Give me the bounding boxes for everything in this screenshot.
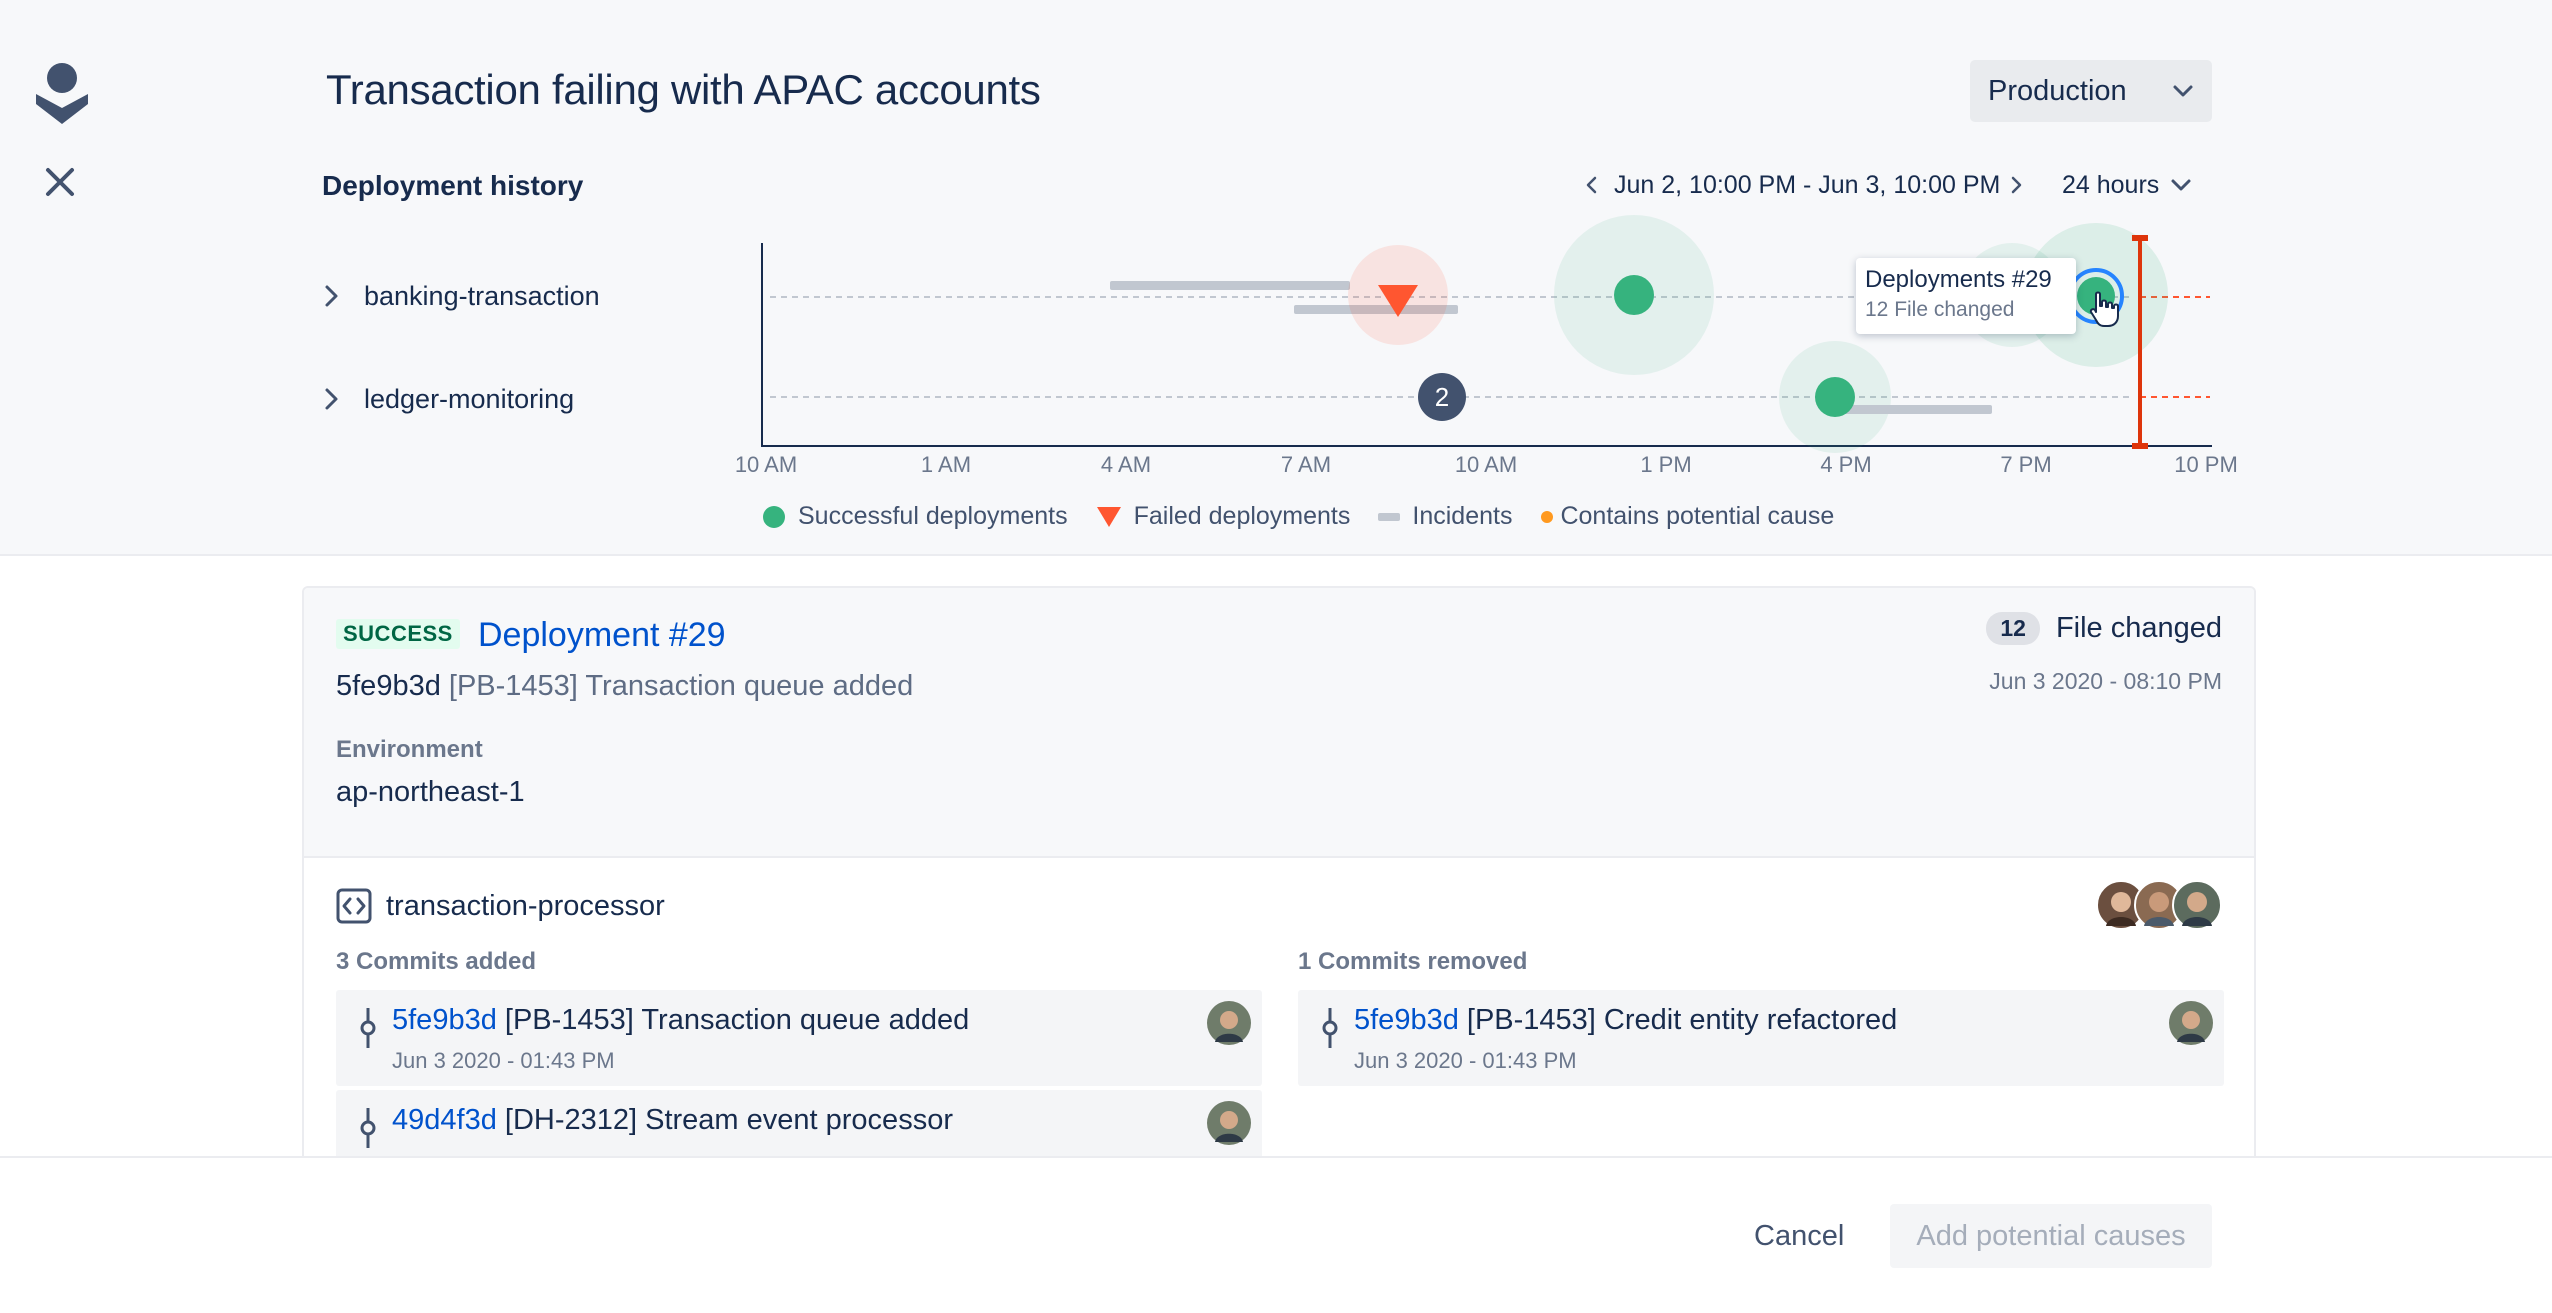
commit-item[interactable]: 5fe9b3d [PB-1453] Transaction queue adde… (336, 990, 1262, 1086)
dialog-footer: Cancel Add potential causes (0, 1156, 2552, 1313)
deployment-date: Jun 3 2020 - 08:10 PM (1989, 668, 2222, 694)
current-time-cap (2132, 235, 2148, 241)
status-badge: SUCCESS (336, 619, 460, 649)
environment-select-value: Production (1988, 74, 2127, 107)
chevron-right-icon (325, 285, 338, 307)
grouped-deployments-count[interactable]: 2 (1434, 382, 1450, 412)
deployment-summary: SUCCESS Deployment #29 5fe9b3d [PB-1453]… (304, 588, 2254, 858)
x-axis-tick-label: 10 AM (734, 452, 798, 477)
x-axis-tick-label: 10 AM (1454, 452, 1518, 477)
legend-item-incidents: Incidents (1378, 502, 1512, 531)
deployment-tooltip: Deployments #29 12 File changed (1856, 258, 2076, 334)
chevron-down-icon (2171, 179, 2191, 191)
commit-message: [PB-1453] Transaction queue added (448, 670, 914, 702)
period-select[interactable]: 24 hours (2062, 168, 2193, 202)
commit-date: Jun 3 2020 - 01:43 PM (1354, 1048, 1577, 1073)
service-row-label: ledger-monitoring (364, 383, 575, 414)
commits-added-title: 3 Commits added (336, 948, 537, 975)
section-title: Deployment history (322, 170, 584, 201)
commit-icon (1322, 1008, 1338, 1048)
service-row-label: banking-transaction (364, 280, 600, 311)
success-dot-icon (763, 505, 785, 528)
incident-bar (1294, 305, 1458, 314)
avatar[interactable] (2168, 1000, 2214, 1046)
add-potential-causes-button[interactable]: Add potential causes (1890, 1204, 2212, 1268)
x-axis-tick-label: 4 PM (1820, 452, 1872, 477)
commit-item[interactable]: 5fe9b3d [PB-1453] Credit entity refactor… (1298, 990, 2224, 1086)
commit-message: [DH-2312] Stream event processor (504, 1104, 953, 1136)
commit-hash-link[interactable]: 49d4f3d (392, 1104, 497, 1136)
commit-hash-link[interactable]: 5fe9b3d (392, 1004, 497, 1036)
x-axis-tick-label: 4 AM (1100, 452, 1152, 477)
files-changed-label: File changed (2055, 612, 2222, 644)
legend-item-failed: Failed deployments (1096, 502, 1351, 531)
commit-icon (360, 1008, 376, 1048)
legend-item-success: Successful deployments (762, 502, 1068, 531)
cancel-button[interactable]: Cancel (1754, 1220, 1845, 1252)
commit-date: Jun 3 2020 - 01:43 PM (392, 1048, 615, 1073)
deployment-title-link[interactable]: Deployment #29 (478, 616, 726, 654)
commit-icon (360, 1108, 376, 1148)
service-row-banking-transaction[interactable]: banking-transaction (322, 276, 600, 316)
commits-removed-title: 1 Commits removed (1298, 948, 1528, 975)
x-axis-tick-label: 7 PM (2000, 452, 2052, 477)
app-logo-icon (36, 63, 88, 124)
incident-bar-icon (1378, 512, 1401, 521)
environment-label: Environment (336, 736, 483, 763)
grouped-deployments-badge (1418, 373, 1466, 421)
commit-summary: 5fe9b3d [PB-1453] Transaction queue adde… (392, 1004, 969, 1037)
commit-hash-link[interactable]: 5fe9b3d (1354, 1004, 1459, 1036)
commit-message: [PB-1453] Credit entity refactored (1466, 1004, 1898, 1036)
x-axis-tick-label: 1 AM (920, 452, 972, 477)
date-range-navigator: Jun 2, 10:00 PM - Jun 3, 10:00 PM (1580, 168, 2028, 202)
close-icon[interactable] (40, 162, 80, 202)
failed-deployment-marker (1378, 285, 1418, 317)
hand-cursor-icon (2089, 291, 2119, 327)
avatar[interactable] (2096, 880, 2146, 930)
commit-summary: 5fe9b3d [PB-1453] Credit entity refactor… (1354, 1004, 1897, 1037)
legend-label: Successful deployments (798, 502, 1068, 530)
x-axis-tick-label: 7 AM (1280, 452, 1332, 477)
environment-select[interactable]: Production (1970, 60, 2212, 122)
legend-label: Incidents (1412, 502, 1513, 530)
date-range-label: Jun 2, 10:00 PM - Jun 3, 10:00 PM (1614, 170, 2001, 199)
repository-name: transaction-processor (386, 889, 665, 922)
legend-item-cause: Contains potential cause (1540, 502, 1834, 531)
deployment-history-panel: Transaction failing with APAC accounts P… (0, 0, 2552, 556)
service-row-ledger-monitoring[interactable]: ledger-monitoring (322, 379, 574, 419)
x-axis-tick-label: 10 PM (2174, 452, 2238, 477)
chevron-right-icon[interactable] (2004, 173, 2028, 197)
successful-deployment-marker (1614, 275, 1654, 315)
x-axis-tick-label: 1 PM (1640, 452, 1692, 477)
chevron-down-icon (2173, 85, 2193, 97)
avatar[interactable] (1206, 1000, 1252, 1046)
environment-value: ap-northeast-1 (336, 776, 525, 808)
commit-hash: 5fe9b3d (336, 670, 441, 702)
failed-triangle-icon (1096, 506, 1121, 527)
page-title: Transaction failing with APAC accounts (326, 66, 1041, 113)
tooltip-title: Deployments #29 (1865, 266, 2052, 293)
legend-label: Failed deployments (1133, 502, 1351, 530)
deployment-commit: 5fe9b3d [PB-1453] Transaction queue adde… (336, 670, 913, 703)
incident-bar (1828, 405, 1992, 414)
current-time-cap (2132, 443, 2148, 449)
repository-header: transaction-processor (336, 888, 665, 924)
chevron-right-icon (325, 388, 338, 410)
files-changed-count: 12 (1986, 612, 2040, 645)
tooltip-subtitle: 12 File changed (1865, 298, 2015, 321)
chart-legend: Successful deployments Failed deployment… (762, 502, 1862, 531)
chevron-left-icon[interactable] (1580, 173, 1604, 197)
code-repository-icon (336, 888, 372, 924)
legend-label: Contains potential cause (1560, 502, 1835, 530)
avatar[interactable] (1206, 1100, 1252, 1146)
incident-bar (1110, 281, 1350, 290)
commit-summary: 49d4f3d [DH-2312] Stream event processor (392, 1104, 953, 1137)
avatar[interactable] (2172, 880, 2222, 930)
period-select-value: 24 hours (2062, 170, 2160, 199)
contributors-avatars (2096, 880, 2222, 930)
commit-message: [PB-1453] Transaction queue added (504, 1004, 970, 1036)
cause-dot-icon (1541, 510, 1554, 523)
files-changed: 12 File changed (1986, 612, 2222, 645)
successful-deployment-marker (1815, 377, 1855, 417)
